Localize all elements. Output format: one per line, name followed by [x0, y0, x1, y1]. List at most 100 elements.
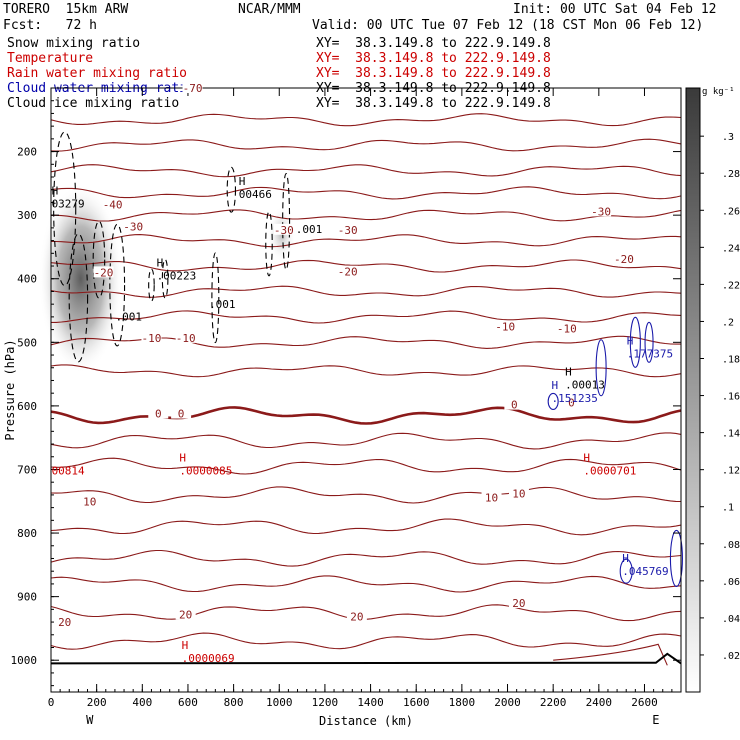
isotherm-line — [50, 364, 682, 378]
temperature-label-bg — [556, 322, 577, 334]
field-name-rain: Rain water mixing ratio — [7, 66, 188, 81]
colorbar-tick-label: .06 — [722, 577, 740, 588]
maximum-marker: H — [551, 379, 558, 392]
ice-contour — [92, 220, 106, 299]
colorbar: .02 .04 .06 .08 .1 .12 .14 .16 .18 .2 .22 .24 .26 .28… — [685, 87, 740, 693]
temperature-label: -20 — [338, 266, 358, 279]
axes: 0 200 400 600 800 1000 1200 1400 1600 1800 2000 220… — [3, 87, 682, 728]
temperature-label: -30 — [338, 224, 358, 237]
ice-contour — [109, 223, 126, 347]
temperature-label-bg — [337, 265, 358, 277]
east-end-label: E — [652, 713, 659, 727]
isotherm-line — [51, 310, 682, 324]
y-tick-label: 400 — [17, 273, 37, 286]
y-tick-label: 700 — [17, 463, 37, 476]
field-name-temperature: Temperature — [7, 51, 94, 66]
temperature-label: -30 — [591, 205, 611, 218]
temperature-label-bg — [613, 253, 634, 265]
y-tick-label: 300 — [17, 209, 37, 222]
isotherm-line — [50, 457, 682, 475]
maximum-marker: H — [565, 366, 572, 379]
temperature-label: 20 — [350, 610, 363, 623]
temperature-label: -10 — [176, 332, 196, 345]
temperature-label-bg — [508, 596, 529, 608]
x-tick-label: 2200 — [540, 696, 567, 709]
isotherm-line — [51, 209, 682, 222]
isotherm-line — [50, 186, 682, 200]
temperature-label-bg — [171, 407, 192, 419]
snow-shade-main — [38, 183, 123, 374]
colorbar-tick-label: .1 — [722, 503, 734, 514]
ice-contour — [148, 268, 155, 302]
y-tick-label: 500 — [17, 336, 37, 349]
isotherm-line — [50, 486, 682, 504]
colorbar-tick-label: .24 — [722, 243, 740, 254]
temperature-label: 0 — [568, 397, 575, 410]
forecast-hour: Fcst: 72 h — [3, 18, 97, 33]
temperature-label: 0 — [155, 408, 162, 421]
temperature-label: 20 — [58, 616, 71, 629]
temperature-label: 20 — [512, 597, 525, 610]
maximum-value: 03279 — [52, 197, 85, 210]
temperature-label: 10 — [83, 495, 96, 508]
maximum-value: 00814 — [52, 464, 85, 477]
cloud-water-contour — [547, 392, 559, 410]
ice-contour — [68, 233, 89, 363]
terrain-surface — [50, 652, 682, 665]
x-tick-label: 600 — [178, 696, 198, 709]
ice-contour — [226, 166, 237, 213]
x-tick-label: 2000 — [494, 696, 521, 709]
field-xy-temperature: XY= 38.3.149.8 to 222.9.149.8 — [316, 51, 551, 66]
maximum-value: .001 — [209, 298, 236, 311]
temperature-label-bg — [481, 491, 502, 503]
ice-contour — [161, 258, 169, 299]
colorbar-tick-label: .14 — [722, 429, 740, 440]
maximum-value: .001 — [296, 223, 323, 236]
isotherm-line — [50, 138, 682, 152]
plot-frame — [50, 87, 682, 693]
maximum-value: .001 — [115, 311, 142, 324]
ice-contour — [282, 172, 291, 271]
temperature-label: 20 — [179, 608, 192, 621]
ice-contour — [211, 252, 220, 344]
x-tick-label: 1800 — [449, 696, 476, 709]
maximum-value: .0000069 — [182, 652, 235, 665]
x-axis-title: Distance (km) — [319, 714, 413, 728]
cloud-water-contour — [644, 321, 654, 363]
isotherm-line — [50, 575, 682, 593]
maximum-value: 00466 — [239, 188, 272, 201]
maximum-value: .0000085 — [179, 464, 232, 477]
maximum-value: .151235 — [551, 392, 597, 405]
colorbar-tick-label: .22 — [722, 280, 740, 291]
temperature-label: -20 — [94, 266, 114, 279]
temperature-label-bg — [54, 616, 75, 628]
cloud-water-contour — [629, 316, 641, 368]
temperature-label: -10 — [141, 332, 161, 345]
maximum-marker: H — [52, 184, 59, 197]
terrain-line — [50, 652, 682, 665]
temperature-label: 10 — [512, 488, 525, 501]
x-tick-label: 400 — [132, 696, 152, 709]
colorbar-tick-label: .16 — [722, 392, 740, 403]
temperature-label: -70 — [183, 82, 203, 95]
isotherm-line — [50, 406, 682, 425]
field-xy-rain: XY= 38.3.149.8 to 222.9.149.8 — [316, 66, 551, 81]
cloud-water-contour — [595, 339, 607, 397]
x-tick-label: 2400 — [586, 696, 613, 709]
maximum-marker: H — [179, 451, 186, 464]
temperature-label-bg — [79, 495, 100, 507]
temperature-label: -10 — [495, 320, 515, 333]
temperature-contours — [50, 113, 682, 666]
colorbar-tick-label: .04 — [722, 614, 740, 625]
maximum-value: .00013 — [565, 379, 605, 392]
isotherm-line — [50, 432, 682, 450]
colorbar-unit: g kg⁻¹ — [702, 87, 735, 97]
contour-labels: -70-40-30 -30 -30-30-20 -20-20-10 -10-10 -100… — [52, 82, 673, 665]
cloud-water-contour — [619, 558, 633, 584]
x-tick-label: 0 — [48, 696, 55, 709]
y-tick-label: 900 — [17, 591, 37, 604]
y-tick-label: 600 — [17, 400, 37, 413]
temperature-label-bg — [346, 610, 367, 622]
y-tick-label: 1000 — [11, 654, 38, 667]
